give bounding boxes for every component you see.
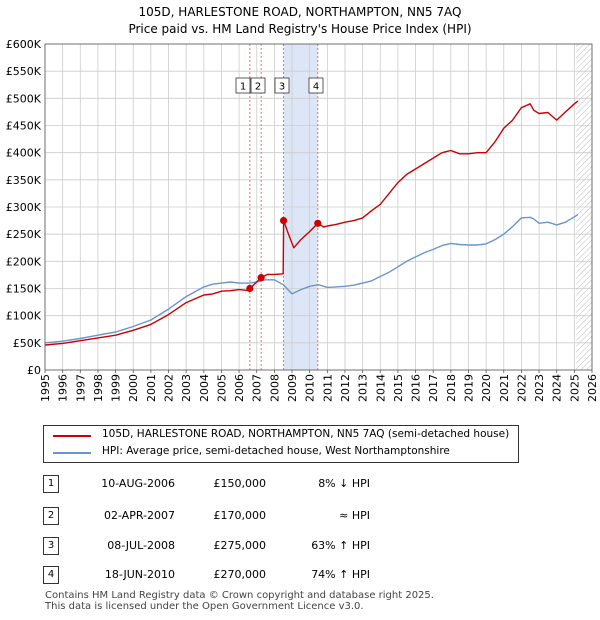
y-tick-label: £500K — [6, 92, 42, 105]
x-tick-label: 2017 — [427, 374, 440, 402]
x-tick-label: 2018 — [445, 374, 458, 402]
transaction-row: 3 08-JUL-2008 £275,000 63% ↑ HPI — [0, 537, 600, 557]
transaction-row: 2 02-APR-2007 £170,000 ≈ HPI — [0, 507, 600, 527]
x-tick-label: 2009 — [286, 374, 299, 402]
sale-marker — [279, 216, 288, 225]
x-tick-label: 2004 — [198, 374, 211, 402]
x-tick-label: 2010 — [304, 374, 317, 402]
transaction-row: 4 18-JUN-2010 £270,000 74% ↑ HPI — [0, 566, 600, 586]
sale-marker — [257, 274, 265, 282]
x-tick-label: 2005 — [215, 374, 228, 402]
y-tick-label: £100K — [6, 310, 42, 323]
sale-label-text: 4 — [313, 82, 319, 93]
y-tick-label: £200K — [6, 255, 42, 268]
y-tick-label: £400K — [6, 147, 42, 160]
sale-marker — [314, 219, 322, 227]
transaction-hpi-diff: 74% ↑ HPI — [311, 568, 370, 581]
legend-label-property: 105D, HARLESTONE ROAD, NORTHAMPTON, NN5 … — [102, 428, 510, 440]
transaction-number: 3 — [43, 537, 59, 555]
x-tick-label: 2007 — [251, 374, 264, 402]
sale-label-box — [250, 77, 266, 94]
x-tick-label: 1999 — [110, 374, 123, 402]
sale-label-box — [308, 77, 324, 94]
transaction-price: £275,000 — [213, 539, 267, 552]
x-tick-label: 1997 — [74, 374, 87, 402]
legend-swatch-property — [53, 435, 91, 437]
x-tick-label: 2003 — [180, 374, 193, 402]
hpi-line — [44, 214, 579, 344]
x-tick-label: 2021 — [498, 374, 511, 402]
transaction-number: 4 — [43, 566, 59, 584]
y-tick-label: £50K — [13, 337, 42, 350]
transaction-hpi-diff: 63% ↑ HPI — [311, 539, 370, 552]
sale-label-text: 1 — [240, 82, 246, 93]
y-tick-label: £0 — [27, 364, 41, 377]
sale-label-box — [235, 77, 251, 94]
transaction-date: 02-APR-2007 — [103, 509, 175, 522]
chart-subtitle: Price paid vs. HM Land Registry's House … — [128, 22, 472, 36]
y-tick-label: £450K — [6, 120, 42, 133]
y-tick-label: £250K — [6, 228, 42, 241]
transaction-number: 1 — [43, 475, 59, 493]
x-tick-label: 2011 — [321, 374, 334, 402]
y-tick-label: £150K — [6, 283, 42, 296]
y-tick-label: £600K — [6, 38, 42, 51]
x-tick-label: 2023 — [533, 374, 546, 402]
y-tick-label: £300K — [6, 201, 42, 214]
sale-label-text: 2 — [255, 82, 261, 93]
chart-legend: 105D, HARLESTONE ROAD, NORTHAMPTON, NN5 … — [43, 425, 519, 463]
x-tick-label: 2025 — [568, 374, 581, 402]
transaction-date: 18-JUN-2010 — [104, 568, 175, 581]
x-tick-label: 2020 — [480, 374, 493, 402]
chart-title: 105D, HARLESTONE ROAD, NORTHAMPTON, NN5 … — [138, 5, 462, 19]
x-tick-label: 2014 — [374, 374, 387, 402]
transaction-price: £170,000 — [213, 509, 267, 522]
sale-label-box — [274, 77, 290, 94]
transaction-price: £150,000 — [213, 477, 267, 490]
plot-frame — [44, 43, 593, 371]
footer-licence: This data is licensed under the Open Gov… — [45, 601, 364, 612]
x-tick-label: 1995 — [39, 374, 52, 402]
x-tick-label: 2006 — [233, 374, 246, 402]
transaction-number: 2 — [43, 507, 59, 525]
x-tick-label: 2002 — [163, 374, 176, 402]
x-tick-label: 2001 — [145, 374, 158, 402]
x-tick-label: 2022 — [515, 374, 528, 402]
legend-label-hpi: HPI: Average price, semi-detached house,… — [102, 445, 450, 457]
transaction-hpi-diff: 8% ↓ HPI — [318, 477, 370, 490]
x-tick-label: 2019 — [462, 374, 475, 402]
legend-swatch-hpi — [53, 452, 91, 454]
x-tick-label: 2008 — [268, 374, 281, 402]
footer-copyright: Contains HM Land Registry data © Crown c… — [45, 590, 434, 601]
sale-label-text: 3 — [279, 82, 285, 93]
x-tick-label: 2024 — [551, 374, 564, 402]
x-tick-label: 1996 — [57, 374, 70, 402]
x-tick-label: 2012 — [339, 374, 352, 402]
y-tick-label: £350K — [6, 174, 42, 187]
transaction-hpi-diff: ≈ HPI — [339, 509, 370, 522]
y-tick-label: £550K — [6, 65, 42, 78]
x-tick-label: 2026 — [586, 374, 599, 402]
transaction-date: 08-JUL-2008 — [107, 539, 175, 552]
transaction-date: 10-AUG-2006 — [101, 477, 175, 490]
x-tick-label: 2015 — [392, 374, 405, 402]
x-tick-label: 2000 — [127, 374, 140, 402]
sale-marker — [246, 284, 254, 293]
x-tick-label: 1998 — [92, 374, 105, 402]
x-tick-label: 2013 — [357, 374, 370, 402]
transaction-row: 1 10-AUG-2006 £150,000 8% ↓ HPI — [0, 475, 600, 495]
transaction-price: £270,000 — [213, 568, 267, 581]
x-tick-label: 2016 — [410, 374, 423, 402]
property-price-line — [44, 100, 579, 346]
